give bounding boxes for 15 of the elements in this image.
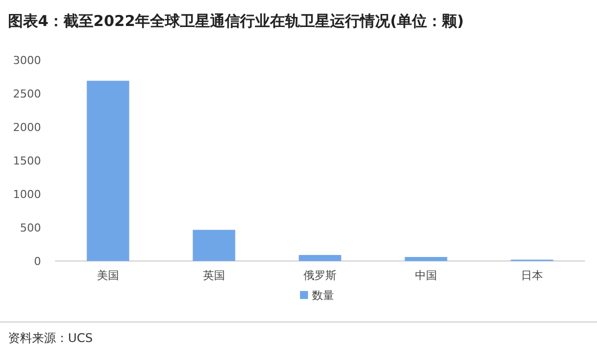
y-tick-label: 3000 (13, 54, 41, 67)
y-tick-label: 0 (34, 255, 41, 268)
x-tick-label: 美国 (97, 269, 119, 282)
x-tick-label: 俄罗斯 (304, 269, 336, 282)
y-tick-label: 2000 (13, 121, 41, 134)
legend-label: 数量 (312, 289, 334, 302)
chart-title: 图表4：截至2022年全球卫星通信行业在轨卫星运行情况(单位：颗) (8, 12, 464, 30)
y-tick-label: 1000 (13, 188, 41, 201)
x-tick-label: 中国 (415, 269, 437, 282)
y-tick-label: 1500 (13, 154, 41, 168)
y-tick-label: 500 (20, 222, 41, 234)
x-tick-label: 英国 (203, 269, 225, 282)
text: 资料来源：UCS (8, 331, 93, 345)
y-tick-label: 2500 (13, 88, 41, 100)
x-tick-label: 日本 (521, 269, 543, 282)
